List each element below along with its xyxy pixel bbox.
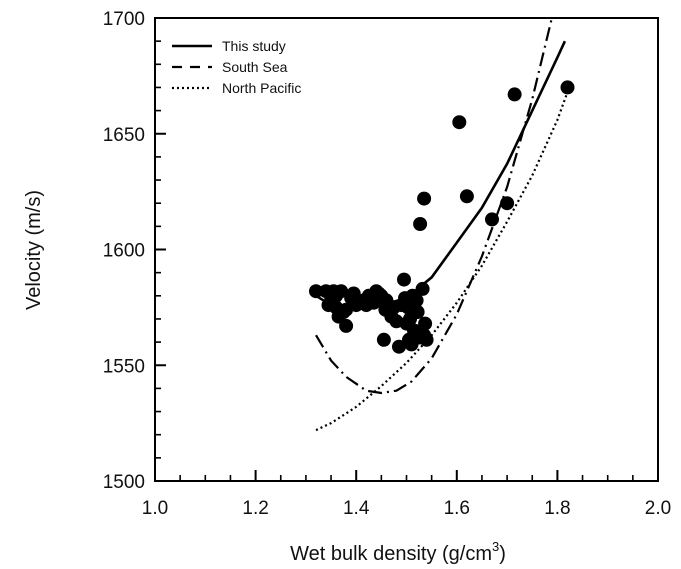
x-tick-label: 1.0 [142,498,168,519]
data-point [366,295,381,310]
data-point [410,305,425,319]
y-tick-label: 1600 [103,241,145,262]
data-point [376,332,391,347]
x-tick-label: 1.2 [242,498,268,519]
data-point [339,318,354,333]
data-point [459,189,474,204]
x-axis-title-superscript: 3 [492,539,499,554]
x-axis-title-main: Wet bulk density (g/cm [290,543,492,565]
data-point [397,272,411,287]
y-tick-label: 1550 [103,356,145,377]
x-tick-label: 1.8 [544,498,570,519]
data-point [405,288,420,303]
data-point [417,191,432,206]
data-point [419,332,434,347]
series-line-south-sea [315,18,553,395]
x-tick-label: 2.0 [645,498,671,519]
legend-label: North Pacific [222,80,301,96]
data-point [452,115,467,130]
y-tick-label: 1500 [103,472,145,493]
data-point [500,196,515,211]
x-axis-title: Wet bulk density (g/cm3) [290,539,506,565]
data-point [339,302,354,317]
series-line-north-pacific [315,91,569,432]
data-point [383,305,398,319]
ticks-layer [154,17,659,482]
data-point [392,339,406,354]
legend-label: This study [222,38,286,54]
y-axis-title: Velocity (m/s) [23,190,45,310]
y-tick-label: 1650 [103,125,145,146]
data-point [560,80,575,95]
data-point [413,217,428,231]
tick-labels-layer: 1.0 1.2 1.4 1.6 1.8 2.0 1500 1550 1600 1650 1700 [103,9,671,519]
data-point [415,281,430,296]
legend-label: South Sea [222,59,288,75]
data-point [418,316,433,331]
x-tick-label: 1.6 [444,498,470,519]
legend: This study South Sea North Pacific [172,38,301,96]
data-point [485,212,499,227]
y-tick-label: 1700 [103,9,145,30]
data-point [309,284,323,299]
data-point [324,293,339,308]
points-layer [309,80,575,354]
data-point [346,286,361,301]
data-point [507,87,522,102]
x-tick-label: 1.4 [343,498,370,519]
x-axis-title-suffix: ) [499,543,506,565]
